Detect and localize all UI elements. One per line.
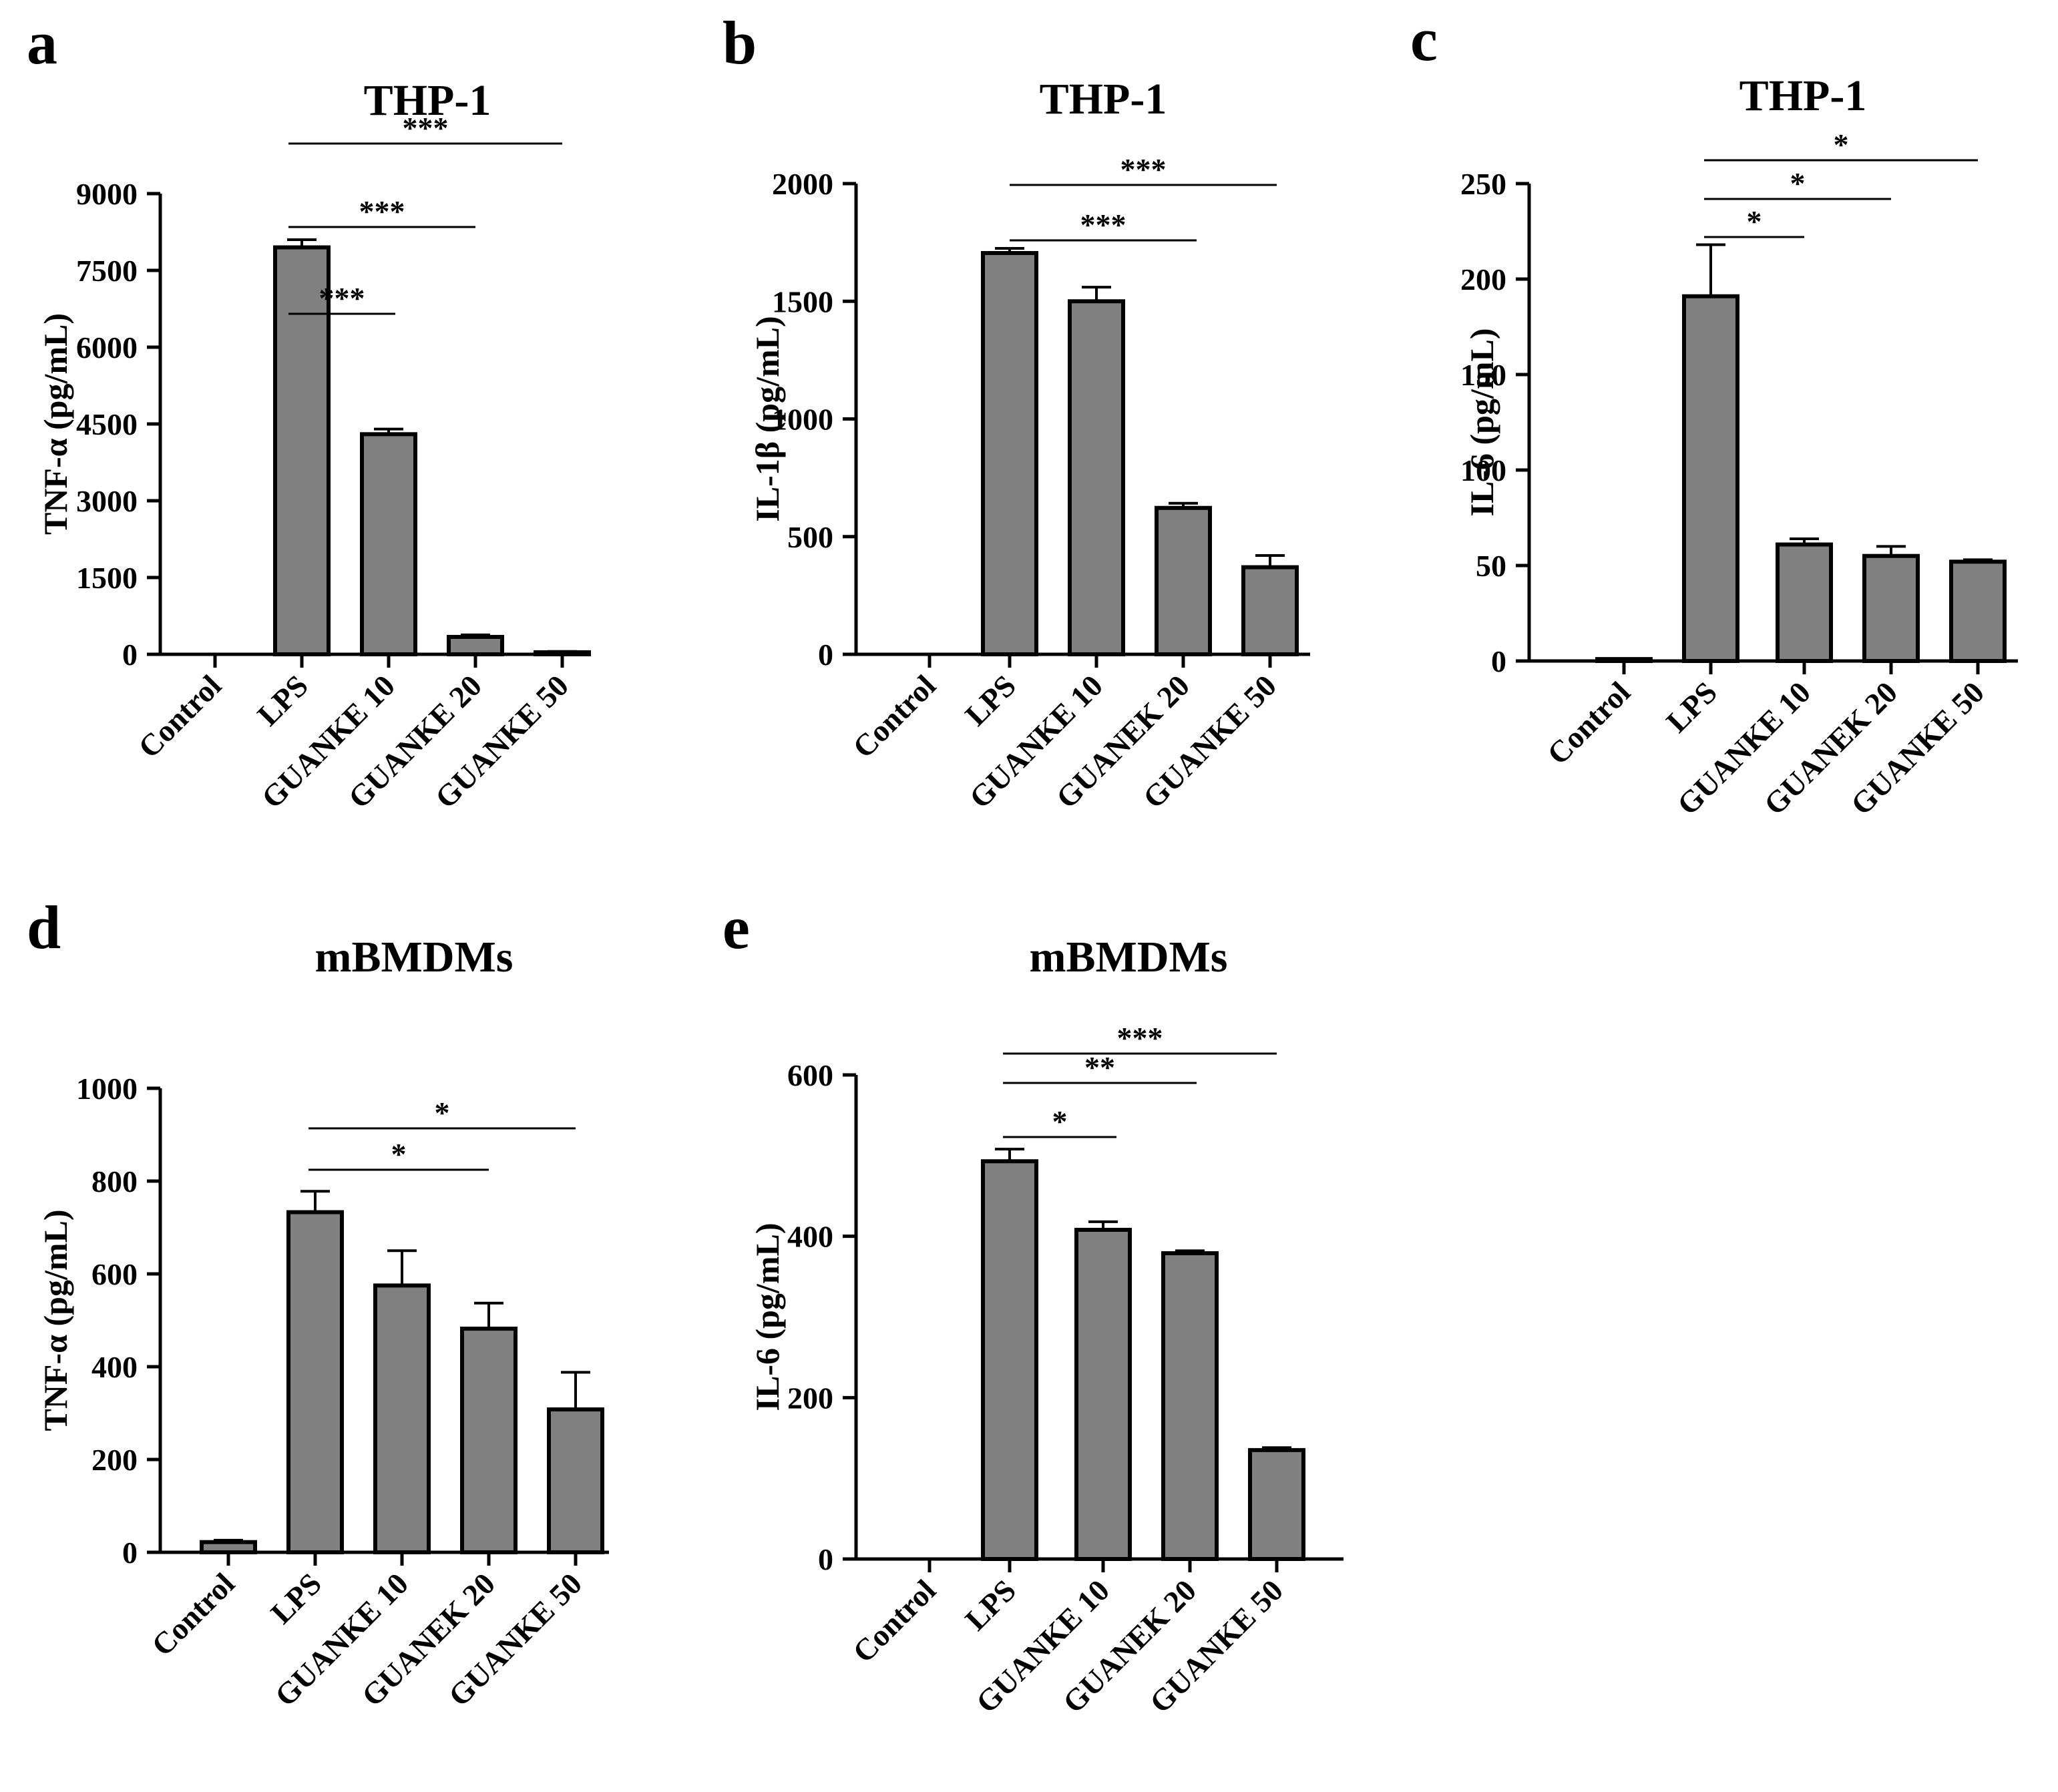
bar xyxy=(360,432,417,656)
x-tick-label: Control xyxy=(1540,675,1637,771)
bar xyxy=(1074,1228,1132,1561)
panel-d: d mBMDMs TNF-α (pg/mL) 0 200 400 600 800 1000 Con… xyxy=(27,893,609,1713)
x-tick-label: LPS xyxy=(958,668,1022,732)
bar xyxy=(273,245,331,656)
y-tick-label: 200 xyxy=(1460,262,1506,296)
significance-label: * xyxy=(1052,1104,1068,1138)
x-tick-label: Control xyxy=(846,1573,942,1669)
x-tick-label: Control xyxy=(846,668,942,764)
bar xyxy=(1248,1447,1305,1561)
significance-label: * xyxy=(1790,166,1806,200)
significance-label: * xyxy=(1747,204,1762,238)
x-tick-label: LPS xyxy=(1659,675,1723,739)
bar xyxy=(981,250,1038,656)
panel-letter: b xyxy=(723,9,757,77)
bar xyxy=(981,1159,1038,1561)
panel-b: b THP-1 IL-1β (pg/mL) 0 500 1000 1500 2000 Contr… xyxy=(723,9,1310,815)
y-axis-label: TNF-α (pg/mL) xyxy=(37,1209,74,1431)
bar xyxy=(1161,1251,1219,1561)
x-tick-label: LPS xyxy=(958,1573,1022,1637)
y-tick-label: 3000 xyxy=(76,484,138,518)
y-tick-label: 1000 xyxy=(772,403,833,437)
y-tick-label: 0 xyxy=(122,638,138,672)
bar xyxy=(200,1540,257,1554)
x-tick-label: LPS xyxy=(264,1566,328,1630)
bar xyxy=(447,634,504,657)
y-tick-label: 0 xyxy=(1491,644,1506,678)
panel-a: a THP-1 TNF-α (pg/mL) 0 1500 3000 4500 6000 7500… xyxy=(27,9,591,815)
y-tick-label: 0 xyxy=(122,1536,138,1570)
significance-label: * xyxy=(391,1137,407,1171)
bar xyxy=(1241,565,1299,657)
y-tick-label: 7500 xyxy=(76,254,138,288)
bar xyxy=(286,1210,344,1554)
chart-title: THP-1 xyxy=(1739,71,1867,120)
significance-label: *** xyxy=(403,111,449,145)
chart-title: mBMDMs xyxy=(315,933,513,981)
y-tick-label: 200 xyxy=(91,1443,138,1477)
y-tick-label: 1500 xyxy=(76,561,138,595)
y-tick-label: 100 xyxy=(1460,453,1506,487)
y-tick-label: 0 xyxy=(818,1542,833,1576)
significance-label: *** xyxy=(1120,152,1167,186)
bar xyxy=(1776,542,1833,663)
panel-c: c THP-1 IL-6 (pg/mL) 0 50 100 150 200 250 Control… xyxy=(1410,5,2018,821)
bar xyxy=(460,1327,518,1554)
y-axis-label: IL-6 (pg/mL) xyxy=(1463,328,1500,517)
y-tick-label: 400 xyxy=(787,1220,833,1254)
y-tick-label: 500 xyxy=(787,520,833,554)
significance-label: *** xyxy=(319,281,365,315)
bar xyxy=(1862,553,1920,664)
y-tick-label: 200 xyxy=(787,1381,833,1415)
x-tick-label: LPS xyxy=(250,668,315,732)
x-tick-label: Control xyxy=(145,1566,241,1662)
panel-letter: d xyxy=(27,893,61,961)
y-tick-label: 9000 xyxy=(76,177,138,211)
panel-letter: a xyxy=(27,9,57,77)
y-axis-label: IL-1β (pg/mL) xyxy=(749,316,786,521)
chart-title: THP-1 xyxy=(1040,75,1167,124)
bar xyxy=(373,1283,431,1554)
significance-label: *** xyxy=(359,194,405,228)
y-tick-label: 50 xyxy=(1476,549,1506,583)
y-tick-label: 400 xyxy=(91,1350,138,1384)
chart-title: mBMDMs xyxy=(1030,933,1228,981)
y-tick-label: 800 xyxy=(91,1164,138,1198)
y-tick-label: 1000 xyxy=(76,1072,138,1106)
significance-label: *** xyxy=(1117,1021,1163,1055)
significance-label: ** xyxy=(1084,1050,1115,1084)
panel-letter: c xyxy=(1410,5,1438,73)
y-tick-label: 4500 xyxy=(76,407,138,441)
bar xyxy=(1595,657,1653,664)
y-tick-label: 150 xyxy=(1460,358,1506,392)
y-tick-label: 600 xyxy=(787,1058,833,1092)
panel-letter: e xyxy=(723,893,750,961)
bar xyxy=(1949,559,2007,664)
significance-label: * xyxy=(1834,128,1849,162)
y-tick-label: 250 xyxy=(1460,167,1506,201)
y-tick-label: 6000 xyxy=(76,330,138,365)
y-tick-label: 2000 xyxy=(772,167,833,201)
y-axis-label: TNF-α (pg/mL) xyxy=(37,313,74,535)
significance-label: * xyxy=(435,1096,450,1130)
y-tick-label: 0 xyxy=(818,638,833,672)
chart-title: THP-1 xyxy=(364,76,491,125)
bar xyxy=(1155,505,1212,656)
y-tick-label: 1500 xyxy=(772,284,833,318)
bar xyxy=(1068,299,1125,656)
bar xyxy=(547,1407,604,1554)
y-tick-label: 600 xyxy=(91,1257,138,1291)
y-axis-label: IL-6 (pg/mL) xyxy=(749,1223,786,1411)
bar xyxy=(1682,294,1739,663)
significance-label: *** xyxy=(1080,208,1126,242)
x-tick-label: Control xyxy=(132,668,228,764)
